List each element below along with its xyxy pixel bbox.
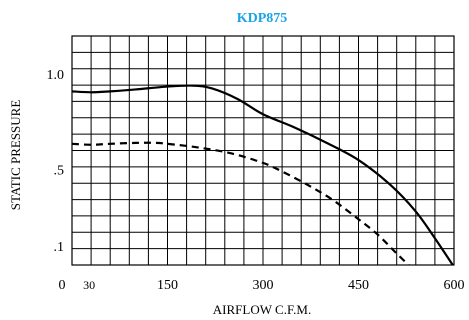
- x-tick-label: 150: [157, 278, 178, 293]
- y-tick-label: .5: [54, 164, 65, 179]
- y-tick-labels: .1 .5 1.0: [47, 68, 65, 255]
- x-tick-label: 30: [83, 278, 95, 292]
- series-line-solid: [72, 84, 454, 265]
- series-line-dashed: [72, 141, 411, 265]
- plot-frame: [71, 35, 455, 266]
- y-tick-label: 1.0: [47, 68, 65, 83]
- x-tick-label: 300: [253, 278, 274, 293]
- y-tick-label: .1: [54, 240, 65, 255]
- chart-title: KDP875: [237, 11, 288, 26]
- x-tick-label: 600: [444, 278, 465, 293]
- y-axis-label: STATIC PRESSURE: [8, 100, 23, 211]
- series-layer: [72, 84, 454, 265]
- x-tick-labels: 0 30 150 300 450 600: [59, 278, 465, 293]
- x-tick-label: 450: [348, 278, 369, 293]
- x-tick-label: 0: [59, 278, 66, 293]
- grid: [71, 35, 455, 266]
- x-axis-label: AIRFLOW C.F.M.: [213, 302, 311, 317]
